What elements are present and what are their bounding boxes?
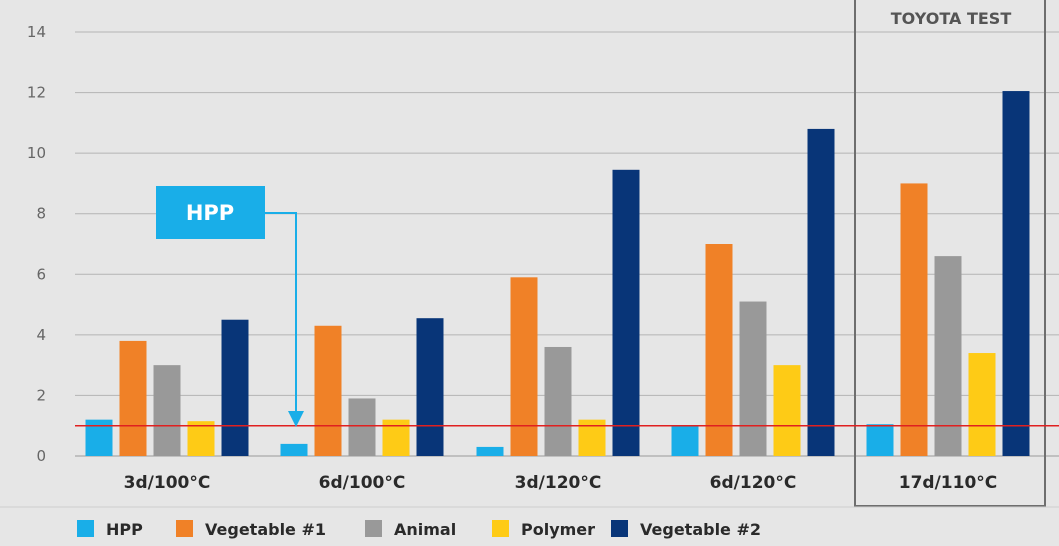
category-label: 17d/110°C	[899, 473, 998, 493]
y-tick-label: 4	[36, 326, 46, 344]
category-labels: 3d/100°C 6d/100°C 3d/120°C 6d/120°C 17d/110°…	[0, 473, 1059, 508]
legend-label: Polymer	[521, 520, 595, 539]
category-label: 6d/120°C	[710, 473, 797, 493]
bar	[119, 340, 147, 456]
bar	[900, 183, 928, 456]
callout-label: HPP	[186, 201, 234, 225]
callout-connector	[265, 212, 297, 412]
y-tick-label: 8	[36, 205, 46, 223]
bar	[612, 169, 640, 457]
category-label: 3d/100°C	[124, 473, 211, 493]
legend-label: Vegetable #1	[205, 520, 326, 539]
legend-swatch	[492, 520, 509, 537]
bar	[739, 301, 767, 456]
y-tick-label: 0	[36, 447, 46, 465]
y-tick-label: 14	[27, 23, 46, 41]
bar	[153, 365, 181, 456]
bar	[221, 319, 249, 456]
legend-swatch	[176, 520, 193, 537]
y-tick-label: 10	[27, 144, 46, 162]
bar	[476, 446, 504, 456]
bar	[671, 425, 699, 456]
legend: HPP Vegetable #1 Animal Polymer Vegetable #2	[77, 520, 761, 539]
highlight-box	[854, 0, 1046, 507]
bar	[416, 318, 444, 456]
bar	[968, 353, 996, 456]
legend-label: Animal	[394, 520, 456, 539]
bar	[348, 398, 376, 456]
bar	[705, 244, 733, 456]
bars	[85, 91, 1030, 457]
y-axis-ticks: 0 2 4 6 8 10 12 14	[27, 23, 46, 465]
legend-label: HPP	[106, 520, 143, 539]
bar	[280, 443, 308, 456]
bar	[866, 424, 894, 456]
category-label: 3d/120°C	[515, 473, 602, 493]
bar	[934, 256, 962, 456]
bar	[187, 421, 215, 456]
bar	[544, 346, 572, 456]
highlight-box-group: TOYOTA TEST	[854, 0, 1046, 507]
y-tick-label: 12	[27, 84, 46, 102]
highlight-box-label: TOYOTA TEST	[891, 9, 1012, 28]
bar	[773, 365, 801, 456]
bar	[1002, 91, 1030, 457]
y-tick-label: 2	[36, 386, 46, 404]
callout-group: HPP	[156, 186, 304, 427]
callout-box	[156, 186, 265, 239]
arrow-head-icon	[288, 411, 304, 427]
bar	[314, 325, 342, 456]
bar	[807, 128, 835, 456]
legend-swatch	[77, 520, 94, 537]
legend-swatch	[365, 520, 382, 537]
category-label: 6d/100°C	[319, 473, 406, 493]
legend-label: Vegetable #2	[640, 520, 761, 539]
bar	[510, 277, 538, 456]
legend-swatch	[611, 520, 628, 537]
y-tick-label: 6	[36, 265, 46, 283]
